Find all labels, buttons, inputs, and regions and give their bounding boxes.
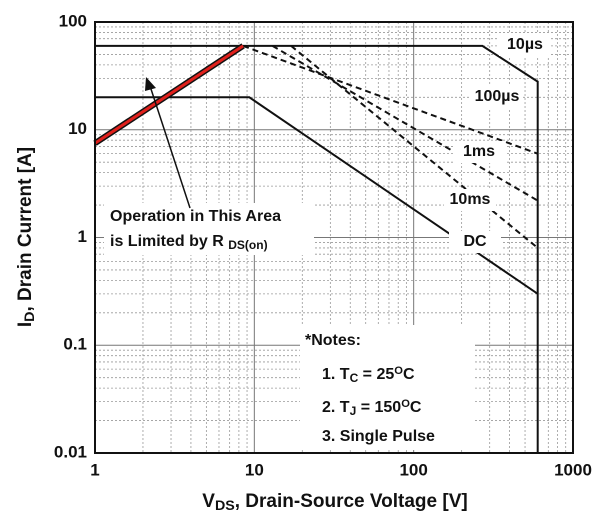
series-label: 10µs <box>507 36 543 53</box>
series-label-bg <box>499 34 551 56</box>
x-axis-label: VDS, Drain-Source Voltage [V] <box>202 491 467 514</box>
series-label-bg <box>471 86 523 108</box>
text-part: 3. Single Pulse <box>322 428 435 445</box>
x-tick-label: 100 <box>399 460 427 479</box>
text-part: I <box>15 322 36 327</box>
y-tick-label: 100 <box>59 11 87 30</box>
note-text: *Notes: <box>305 332 361 349</box>
text-part: , Drain-Source Voltage [V] <box>235 491 468 512</box>
annotation-bg <box>104 203 314 255</box>
text-part: C <box>403 366 415 383</box>
series-label: 100µs <box>475 88 520 105</box>
superscript: O <box>401 398 410 410</box>
series-label: DC <box>463 233 487 250</box>
text-part: C <box>410 399 422 416</box>
arrow-head <box>145 77 156 91</box>
superscript: O <box>394 365 403 377</box>
x-tick-label: 1000 <box>554 460 592 479</box>
subscript: J <box>350 404 357 418</box>
text-part: Operation in This Area <box>110 208 281 225</box>
note-text: 2. TJ = 150OC <box>322 398 422 418</box>
subscript: C <box>350 371 359 385</box>
text-part: is Limited by R <box>110 233 228 250</box>
series-label-bg <box>449 231 501 253</box>
subscript: D <box>22 312 38 322</box>
series-label: 1ms <box>463 143 495 160</box>
subscript: DS <box>215 498 235 514</box>
series-line <box>95 44 539 453</box>
x-tick-label: 1 <box>90 460 99 479</box>
series-label-bg <box>444 189 496 211</box>
text-part: 1. T <box>322 366 350 383</box>
series-line <box>290 45 539 249</box>
annotation-text: is Limited by R DS(on) <box>110 233 268 252</box>
text-part: , Drain Current [A] <box>15 147 36 312</box>
text-part: = 25 <box>358 366 394 383</box>
annotation-text: Operation in This Area <box>110 208 281 225</box>
series-label-bg <box>453 141 505 163</box>
text-part: = 150 <box>356 399 401 416</box>
y-tick-label: 10 <box>68 119 87 138</box>
text-part: *Notes: <box>305 332 361 349</box>
notes-bg <box>300 325 475 450</box>
series-line <box>95 96 539 295</box>
y-tick-label: 0.1 <box>63 335 87 354</box>
text-part: V <box>202 491 215 512</box>
note-text: 3. Single Pulse <box>322 428 435 445</box>
series-label: 10ms <box>450 191 491 208</box>
limit-line <box>94 44 244 145</box>
text-part: 2. T <box>322 399 350 416</box>
lines <box>93 43 539 453</box>
annotation-arrow <box>149 85 191 209</box>
series-line <box>242 44 539 155</box>
y-axis-label: ID, Drain Current [A] <box>15 147 38 327</box>
y-tick-label: 1 <box>78 227 87 246</box>
plot-frame <box>94 21 574 454</box>
subscript: DS(on) <box>228 238 267 252</box>
note-text: 1. TC = 25OC <box>322 365 415 385</box>
series-line <box>271 45 539 202</box>
x-tick-label: 10 <box>245 460 264 479</box>
y-tick-label: 0.01 <box>54 442 87 461</box>
